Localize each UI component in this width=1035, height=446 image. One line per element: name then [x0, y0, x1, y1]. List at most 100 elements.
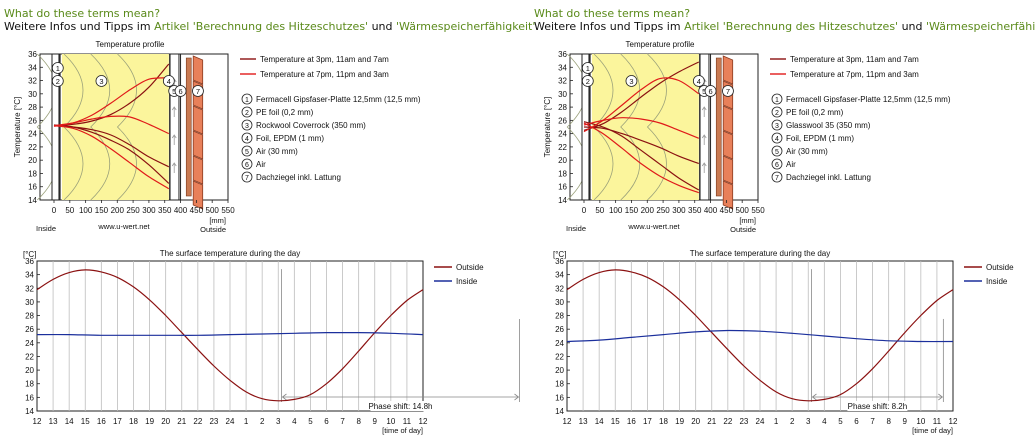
info-line: Weitere Infos und Tipps im Artikel 'Bere…	[534, 20, 1035, 33]
link-hitzeschutz[interactable]: Artikel 'Berechnung des Hitzeschutzes'	[154, 20, 369, 33]
x-tick-label: 18	[659, 417, 668, 426]
layer-legend-label: Air (30 mm)	[786, 147, 828, 156]
y-tick-label: 28	[28, 103, 37, 112]
x-tick-label: 13	[49, 417, 58, 426]
layer-legend-number: 4	[245, 136, 249, 143]
y-tick-label: 14	[558, 196, 567, 205]
x-tick-label: 5	[308, 417, 313, 426]
y-tick-label: 20	[555, 366, 564, 375]
x-axis-label: [time of day]	[382, 426, 423, 435]
layer-legend-circle	[241, 132, 253, 144]
info-prefix: Weitere Infos und Tipps im	[534, 20, 681, 33]
x-axis-label: [mm]	[209, 216, 226, 225]
x-tick-label: 0	[52, 206, 57, 215]
phase-label-bg	[847, 401, 908, 411]
x-tick-label: 21	[177, 417, 186, 426]
legend-label: Temperature at 3pm, 11am and 7am	[790, 55, 919, 64]
y-tick-label: 34	[25, 271, 34, 280]
x-tick-label: 15	[611, 417, 620, 426]
x-tick-label: 19	[145, 417, 154, 426]
x-tick-label: 13	[579, 417, 588, 426]
y-tick-label: 22	[558, 143, 567, 152]
panel-left: What do these terms mean? Weitere Infos …	[0, 0, 539, 446]
layer-marker-circle	[162, 75, 175, 87]
layer-marker-circle	[51, 75, 64, 87]
y-tick-label: 14	[555, 407, 564, 416]
layer-marker-number: 4	[167, 77, 171, 86]
y-tick-label: 28	[555, 312, 564, 321]
y-tick-label: 32	[555, 284, 564, 293]
airflow-arrow	[701, 134, 707, 145]
x-axis-label: [time of day]	[912, 426, 953, 435]
terms-question: What do these terms mean?	[4, 7, 161, 20]
x-tick-label: 15	[81, 417, 90, 426]
airflow-arrow	[171, 106, 177, 117]
y-tick-label: 28	[25, 312, 34, 321]
surface-curve-inside	[36, 331, 424, 336]
layer-legend-label: Glasswool 35 (350 mm)	[786, 121, 871, 130]
y-tick-label: 30	[555, 298, 564, 307]
layer-marker-circle	[704, 85, 717, 97]
layer-marker-number: 7	[726, 87, 730, 96]
layer-marker-number: 4	[697, 77, 701, 86]
layer-marker-number: 1	[56, 64, 60, 73]
x-tick-label: 11	[403, 417, 412, 426]
x-tick-label: 200	[641, 206, 655, 215]
x-tick-label: 2	[260, 417, 265, 426]
layer-legend-label: Fermacell Gipsfaser-Platte 12,5mm (12,5 …	[786, 95, 951, 104]
layer-legend-number: 2	[245, 110, 249, 117]
legend-label: Inside	[986, 277, 1008, 286]
x-tick-label: 7	[870, 417, 875, 426]
tile-batten	[185, 57, 192, 197]
layer-legend-circle	[771, 93, 783, 105]
x-tick-label: 8	[356, 417, 361, 426]
airflow-arrow	[171, 134, 177, 145]
roof-tile	[192, 180, 204, 210]
airflow-arrow	[701, 162, 707, 173]
y-tick-label: 36	[28, 50, 37, 59]
layer-marker-circle	[722, 85, 734, 97]
y-tick-label: 28	[558, 103, 567, 112]
layer-marker-number: 3	[99, 77, 103, 86]
layer-marker-number: 6	[178, 87, 182, 96]
temperature-profile-chart: Temperature profile141618202224262830323…	[543, 40, 951, 234]
x-tick-label: 10	[386, 417, 395, 426]
profile-curve-3am	[583, 122, 700, 194]
layer-legend-label: Air	[256, 160, 266, 169]
x-tick-label: 7	[340, 417, 345, 426]
phase-arrow-head-right	[514, 393, 520, 401]
y-axis-label: Temperature [°C]	[13, 97, 22, 158]
y-tick-label: 22	[25, 352, 34, 361]
link-waermespeicher[interactable]: 'Wärmespeicherfähigkeit'	[396, 20, 536, 33]
y-tick-label: 24	[558, 130, 567, 139]
x-tick-label: 23	[209, 417, 218, 426]
y-tick-label: 36	[25, 257, 34, 266]
x-tick-label: 350	[158, 206, 172, 215]
inside-label: Inside	[566, 224, 586, 233]
x-tick-label: 12	[419, 417, 428, 426]
layer-legend-circle	[771, 158, 783, 170]
x-tick-label: 250	[656, 206, 670, 215]
y-tick-label: 20	[28, 156, 37, 165]
y-tick-label: 20	[558, 156, 567, 165]
x-tick-label: 9	[903, 417, 908, 426]
insulation-texture	[620, 53, 641, 201]
x-tick-label: 4	[292, 417, 297, 426]
layer-legend-circle	[241, 171, 253, 183]
layer-marker-circle	[692, 75, 705, 87]
x-tick-label: 12	[949, 417, 958, 426]
roof-tile	[722, 155, 734, 185]
y-tick-label: 30	[25, 298, 34, 307]
x-tick-label: 400	[704, 206, 718, 215]
layer-legend-label: Fermacell Gipsfaser-Platte 12,5mm (12,5 …	[256, 95, 421, 104]
link-hitzeschutz[interactable]: Artikel 'Berechnung des Hitzeschutzes'	[684, 20, 899, 33]
layer-legend-circle	[771, 119, 783, 131]
layer-legend-circle	[241, 119, 253, 131]
layer-marker-circle	[51, 62, 64, 74]
link-waermespeicher[interactable]: 'Wärmespeicherfähigkeit'	[926, 20, 1035, 33]
x-tick-label: 20	[161, 417, 170, 426]
x-tick-label: 14	[595, 417, 604, 426]
layer-legend-number: 3	[775, 123, 779, 130]
x-tick-label: 2	[790, 417, 795, 426]
layer-legend-number: 7	[245, 175, 249, 182]
